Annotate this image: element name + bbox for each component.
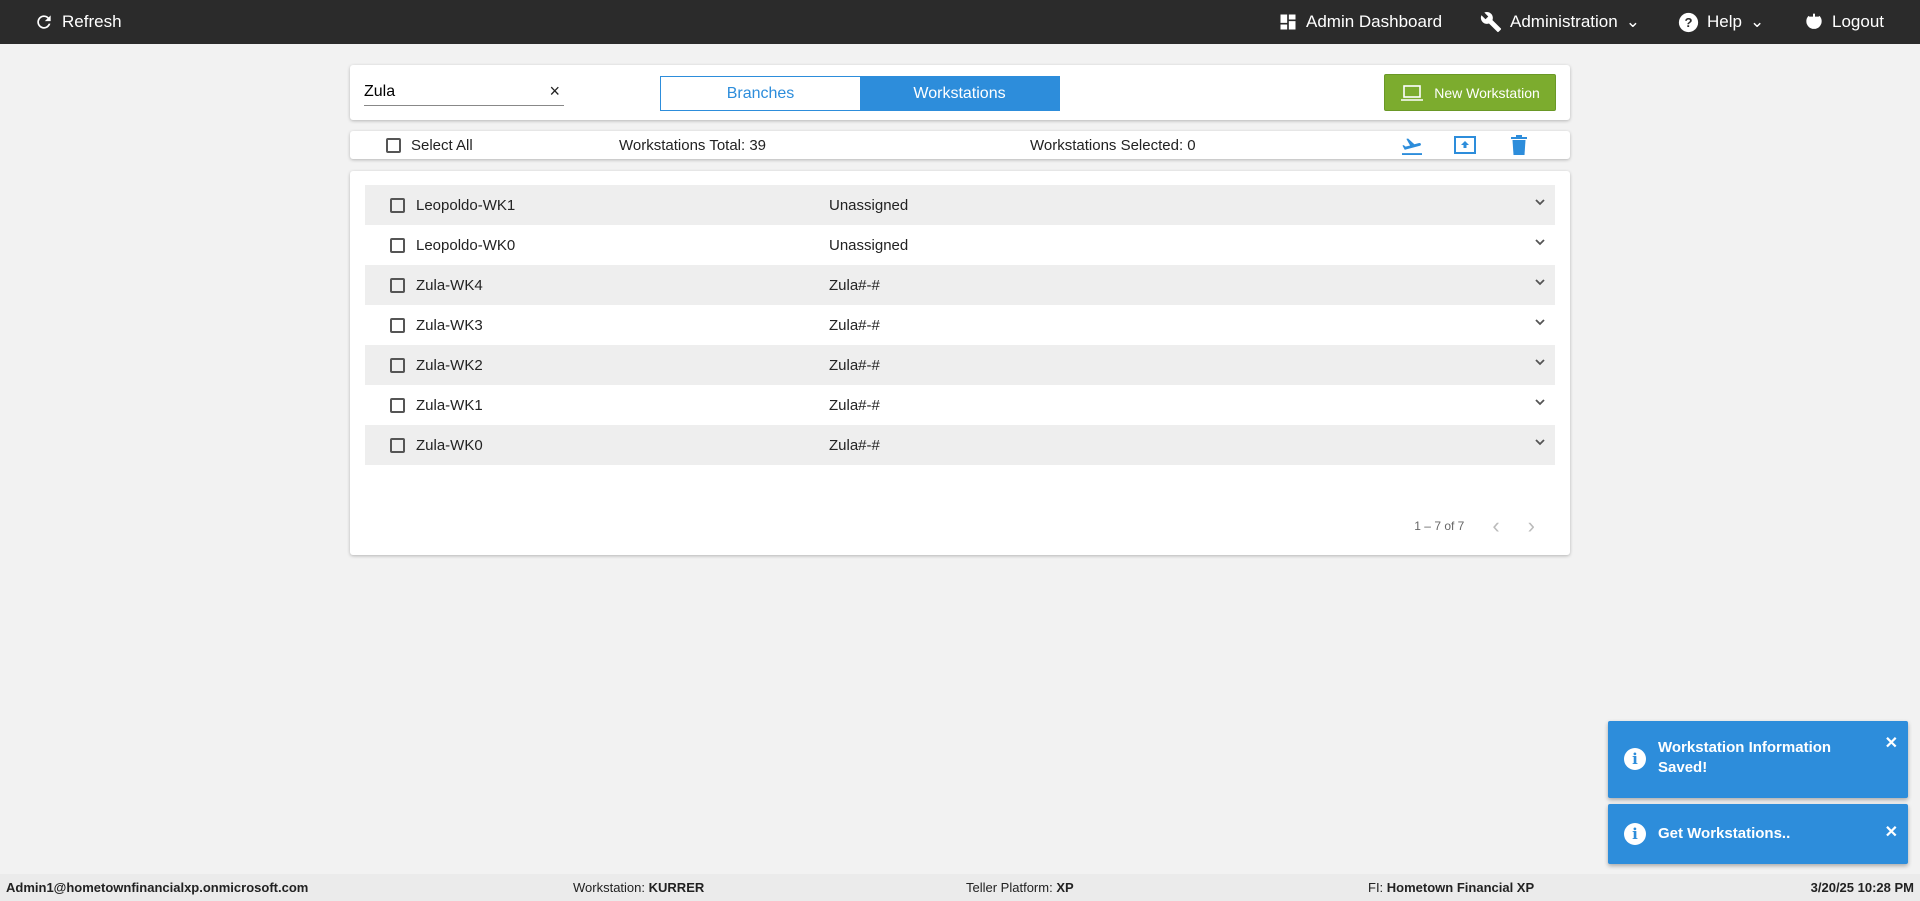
select-all[interactable]: Select All <box>386 131 473 159</box>
page-range: 1 – 7 of 7 <box>1414 519 1465 533</box>
toast-message: Workstation Information Saved! <box>1658 739 1832 776</box>
top-bar: Refresh Admin Dashboard Administration ⌄… <box>0 0 1920 44</box>
platform-label: Teller Platform: <box>966 880 1053 895</box>
administration-label: Administration <box>1510 12 1618 31</box>
fi-value: Hometown Financial XP <box>1386 880 1535 895</box>
help-menu[interactable]: ? Help ⌄ <box>1678 0 1764 44</box>
toast-saved: i Workstation Information Saved! ✕ <box>1608 721 1908 798</box>
table-row[interactable]: Zula-WK1 Zula#-# <box>365 385 1555 425</box>
branch-name: Zula#-# <box>829 436 880 454</box>
table-row[interactable]: Zula-WK2 Zula#-# <box>365 345 1555 385</box>
workstation-name: Zula-WK3 <box>416 316 483 334</box>
admin-dashboard-link[interactable]: Admin Dashboard <box>1278 0 1442 44</box>
platform-value: XP <box>1056 880 1074 895</box>
chevron-down-icon: ⌄ <box>1749 12 1765 31</box>
wrench-icon <box>1480 12 1502 33</box>
toast-get-workstations: i Get Workstations.. ✕ <box>1608 804 1908 864</box>
new-workstation-label: New Workstation <box>1434 84 1540 101</box>
laptop-icon <box>1401 84 1424 101</box>
tab-branches[interactable]: Branches <box>726 84 795 102</box>
workstation-label: Workstation: <box>573 880 646 895</box>
info-icon: i <box>1624 823 1646 845</box>
search-field[interactable]: × <box>364 79 564 106</box>
close-toast-icon[interactable]: ✕ <box>1884 824 1898 841</box>
row-checkbox[interactable] <box>390 197 405 213</box>
svg-text:?: ? <box>1684 14 1692 29</box>
workstation-name: Zula-WK4 <box>416 276 483 294</box>
dashboard-icon <box>1280 14 1296 30</box>
selection-toolbar: Select All Workstations Total: 39 Workst… <box>350 131 1570 159</box>
new-workstation-button[interactable]: New Workstation <box>1384 74 1556 111</box>
workstation-list-card: Leopoldo-WK1 Unassigned Leopoldo-WK0 Una… <box>350 171 1570 555</box>
administration-menu[interactable]: Administration ⌄ <box>1480 0 1640 44</box>
delete-button[interactable] <box>1511 131 1527 159</box>
tab-workstations[interactable]: Workstations <box>860 77 1059 110</box>
search-input[interactable] <box>364 83 534 101</box>
select-all-label: Select All <box>411 136 473 154</box>
help-label: Help <box>1707 12 1742 31</box>
table-row[interactable]: Zula-WK3 Zula#-# <box>365 305 1555 345</box>
refresh-button[interactable]: Refresh <box>34 0 122 44</box>
table-row[interactable]: Leopoldo-WK0 Unassigned <box>365 225 1555 265</box>
help-icon: ? <box>1678 12 1699 32</box>
deploy-button[interactable] <box>1401 131 1423 159</box>
airplane-takeoff-icon <box>1402 138 1422 155</box>
table-row[interactable]: Zula-WK4 Zula#-# <box>365 265 1555 305</box>
chevron-down-icon[interactable] <box>1533 235 1547 249</box>
chevron-down-icon[interactable] <box>1533 395 1547 409</box>
chevron-down-icon[interactable] <box>1533 315 1547 329</box>
status-user: Admin1@hometownfinancialxp.onmicrosoft.c… <box>6 880 309 895</box>
chevron-down-icon[interactable] <box>1533 355 1547 369</box>
close-toast-icon[interactable]: ✕ <box>1884 735 1898 752</box>
workstation-name: Leopoldo-WK0 <box>416 236 516 254</box>
status-bar: Admin1@hometownfinancialxp.onmicrosoft.c… <box>0 874 1920 901</box>
refresh-icon <box>37 15 51 29</box>
branch-name: Zula#-# <box>829 276 880 294</box>
info-icon: i <box>1624 748 1646 770</box>
branch-name: Unassigned <box>829 196 909 214</box>
table-row[interactable]: Leopoldo-WK1 Unassigned <box>365 185 1555 225</box>
power-icon <box>1806 13 1822 29</box>
workstation-name: Zula-WK1 <box>416 396 483 414</box>
chevron-down-icon[interactable] <box>1533 195 1547 209</box>
row-checkbox[interactable] <box>390 397 405 413</box>
header-card: × Branches Workstations New Workstation <box>350 65 1570 120</box>
next-page-icon[interactable]: › <box>1527 513 1535 538</box>
paginator: 1 – 7 of 7 ‹ › <box>1414 513 1535 539</box>
chevron-down-icon: ⌄ <box>1625 12 1640 31</box>
refresh-label: Refresh <box>62 12 122 31</box>
workstations-total: Workstations Total: 39 <box>619 136 767 154</box>
view-tabs: Branches Workstations <box>660 76 1060 111</box>
status-datetime: 3/20/25 10:28 PM <box>1810 880 1914 895</box>
trash-icon <box>1511 135 1527 155</box>
chevron-down-icon[interactable] <box>1533 275 1547 289</box>
row-checkbox[interactable] <box>390 317 405 333</box>
workstation-name: Zula-WK2 <box>416 356 483 374</box>
workstations-selected: Workstations Selected: 0 <box>1030 136 1196 154</box>
logout-label: Logout <box>1832 12 1884 31</box>
branch-name: Zula#-# <box>829 356 880 374</box>
workstation-name: Leopoldo-WK1 <box>416 196 516 214</box>
select-all-checkbox[interactable] <box>386 137 401 153</box>
logout-button[interactable]: Logout <box>1804 0 1884 44</box>
branch-name: Zula#-# <box>829 316 880 334</box>
branch-name: Zula#-# <box>829 396 880 414</box>
clear-search-icon[interactable]: × <box>549 81 560 101</box>
branch-name: Unassigned <box>829 236 909 254</box>
fi-label: FI: <box>1368 880 1384 895</box>
workstation-value: KURRER <box>648 880 705 895</box>
upload-button[interactable] <box>1454 131 1476 159</box>
upload-icon <box>1454 136 1476 154</box>
previous-page-icon[interactable]: ‹ <box>1492 513 1500 538</box>
row-checkbox[interactable] <box>390 277 405 293</box>
row-checkbox[interactable] <box>390 357 405 373</box>
chevron-down-icon[interactable] <box>1533 435 1547 449</box>
admin-dashboard-label: Admin Dashboard <box>1306 12 1443 31</box>
table-row[interactable]: Zula-WK0 Zula#-# <box>365 425 1555 465</box>
workstation-name: Zula-WK0 <box>416 436 483 454</box>
toast-message: Get Workstations.. <box>1658 825 1791 842</box>
row-checkbox[interactable] <box>390 237 405 253</box>
row-checkbox[interactable] <box>390 437 405 453</box>
